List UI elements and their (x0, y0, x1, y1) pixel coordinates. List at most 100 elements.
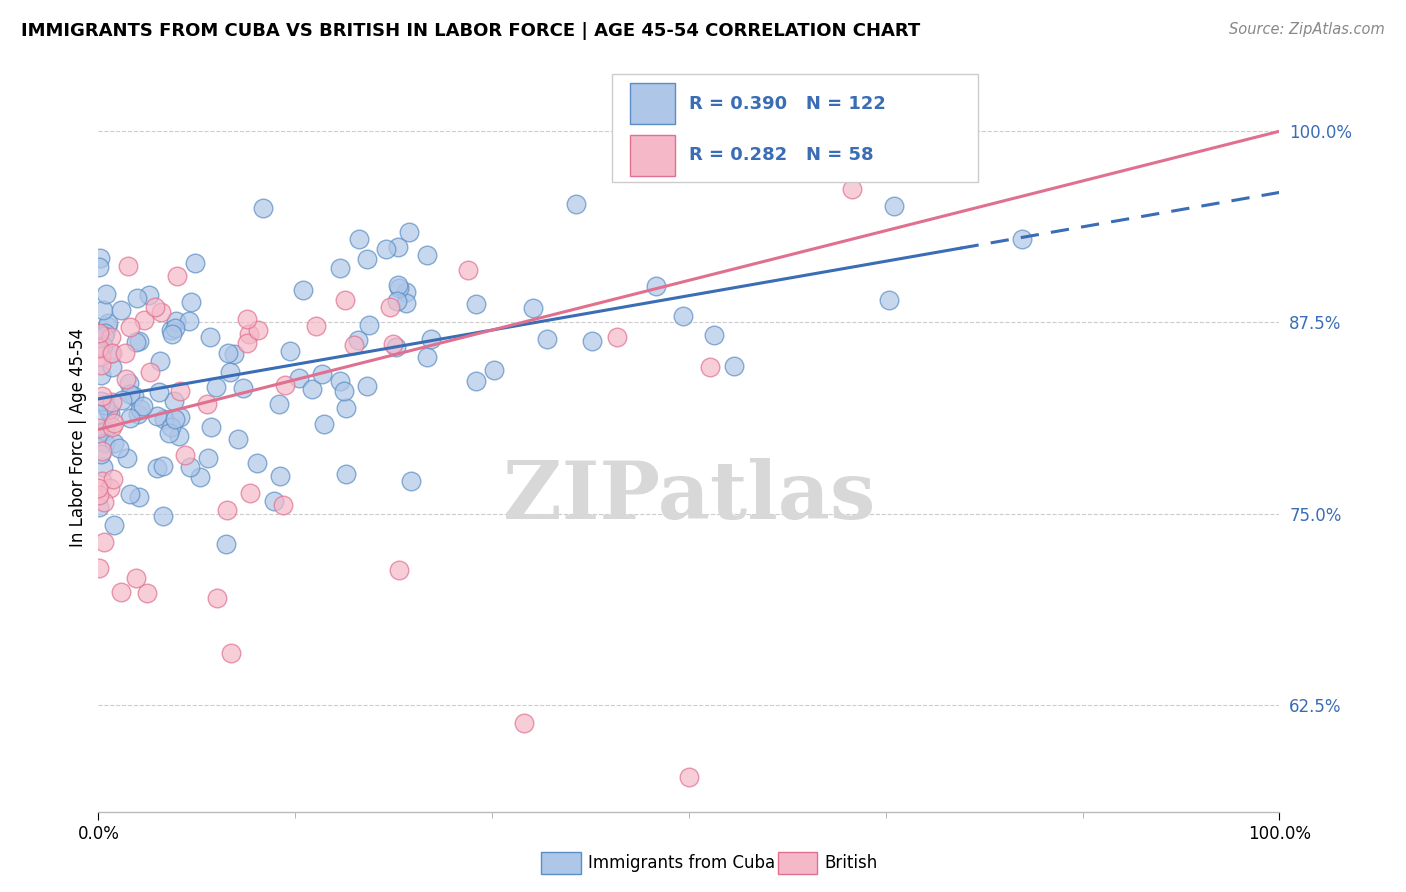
Point (236, 312, 259, 326)
Point (343, 338, 366, 352)
Point (89, 260, 111, 274)
Point (94, 398, 117, 412)
Point (197, 450, 219, 465)
Point (387, 277, 409, 292)
Point (311, 368, 333, 382)
Point (252, 201, 274, 215)
Point (877, 293, 900, 307)
Point (143, 300, 166, 314)
Point (98, 481, 121, 495)
Point (128, 490, 150, 504)
Point (606, 329, 628, 343)
Point (536, 332, 558, 346)
Point (153, 412, 176, 426)
Point (195, 397, 218, 411)
Point (232, 381, 254, 395)
Point (136, 586, 159, 600)
Point (329, 261, 352, 276)
Point (287, 370, 309, 384)
Point (644, 279, 666, 293)
Point (118, 376, 141, 390)
Point (122, 388, 145, 402)
Point (160, 323, 183, 337)
Point (103, 518, 125, 533)
Point (90, 389, 112, 403)
Point (166, 268, 188, 283)
Point (174, 448, 197, 462)
Point (221, 646, 243, 660)
Point (150, 304, 173, 318)
Point (94, 436, 117, 450)
Point (375, 242, 398, 256)
Point (841, 181, 863, 195)
Point (356, 378, 378, 392)
Point (883, 199, 905, 213)
Point (127, 408, 149, 422)
Point (98, 406, 121, 420)
Point (162, 326, 184, 341)
Point (304, 318, 326, 333)
Point (464, 297, 486, 311)
Point (356, 252, 378, 266)
Point (87, 407, 110, 421)
Point (378, 301, 401, 315)
Text: R = 0.282   N = 58: R = 0.282 N = 58 (689, 146, 873, 164)
Point (335, 293, 357, 307)
Point (97, 316, 120, 330)
Point (132, 313, 155, 327)
Point (741, 94, 763, 108)
Point (1011, 232, 1033, 246)
Point (100, 420, 122, 434)
Point (97, 402, 120, 417)
Point (93, 424, 115, 438)
Point (100, 330, 122, 344)
Point (179, 313, 201, 327)
Point (190, 470, 212, 484)
Point (87, 326, 110, 341)
Point (128, 334, 150, 349)
Point (93, 459, 115, 474)
Point (110, 585, 132, 599)
Point (152, 508, 174, 523)
Bar (630, 83, 675, 124)
FancyBboxPatch shape (612, 74, 979, 182)
Point (246, 323, 269, 337)
Point (96, 319, 118, 334)
Point (118, 411, 141, 425)
Point (100, 359, 122, 374)
Point (89, 561, 111, 575)
Point (93, 535, 115, 549)
Text: Source: ZipAtlas.com: Source: ZipAtlas.com (1229, 22, 1385, 37)
Text: R = 0.390   N = 122: R = 0.390 N = 122 (689, 95, 886, 112)
Point (149, 354, 172, 368)
Point (146, 409, 169, 423)
Point (215, 537, 238, 551)
Point (89, 251, 111, 265)
Point (347, 232, 370, 246)
Point (226, 432, 249, 446)
Point (180, 295, 202, 310)
Point (100, 346, 122, 360)
Point (395, 295, 418, 310)
Text: Immigrants from Cuba: Immigrants from Cuba (588, 854, 775, 871)
Point (398, 225, 420, 239)
Point (120, 387, 142, 401)
Point (388, 281, 411, 295)
Point (245, 456, 267, 470)
Point (139, 365, 162, 379)
Point (329, 374, 352, 388)
Point (96, 287, 118, 301)
Point (163, 412, 186, 426)
Point (138, 288, 160, 302)
Point (103, 436, 125, 450)
Point (416, 350, 439, 364)
Point (482, 363, 505, 377)
Point (387, 240, 409, 254)
Point (239, 486, 262, 500)
Point (165, 314, 187, 328)
Point (117, 259, 139, 273)
Point (89, 425, 111, 440)
Point (419, 332, 441, 346)
Point (110, 393, 132, 408)
Point (385, 293, 408, 308)
